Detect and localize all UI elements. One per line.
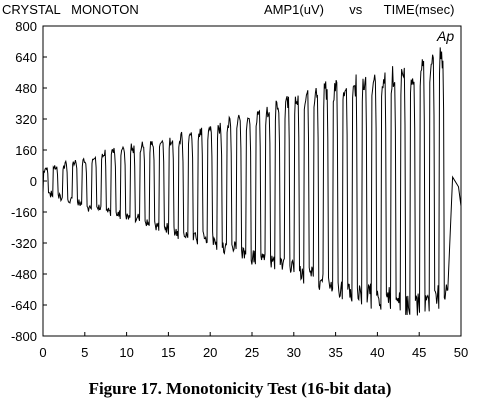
x-tick-label: 15 — [161, 345, 175, 360]
y-tick-label: 800 — [15, 19, 37, 34]
x-tick-label: 40 — [370, 345, 384, 360]
y-tick-label: -160 — [11, 205, 37, 220]
y-tick-label: -640 — [11, 298, 37, 313]
y-tick-label: 640 — [15, 50, 37, 65]
y-tick-label: -320 — [11, 236, 37, 251]
series-line-amp1 — [42, 47, 462, 316]
x-tick-label: 20 — [203, 345, 217, 360]
x-tick-label: 35 — [328, 345, 342, 360]
x-tick-label: 45 — [412, 345, 426, 360]
chart-annotation: Ap — [436, 28, 454, 44]
x-tick-label: 10 — [119, 345, 133, 360]
x-tick-label: 0 — [39, 345, 46, 360]
x-tick-label: 30 — [287, 345, 301, 360]
y-tick-label: -800 — [11, 329, 37, 344]
y-axis-ticks: 800 640 480 320 160 0 -160 -320 -480 -640 -800 — [11, 19, 47, 344]
y-tick-label: 160 — [15, 143, 37, 158]
monotonicity-chart: 800 640 480 320 160 0 -160 -320 -480 -640 -800 0 5 1… — [11, 19, 468, 360]
figure-caption: Figure 17. Monotonicity Test (16-bit dat… — [88, 379, 392, 398]
x-tick-label: 50 — [454, 345, 468, 360]
y-tick-label: 0 — [30, 174, 37, 189]
y-tick-label: -480 — [11, 267, 37, 282]
x-tick-label: 5 — [81, 345, 88, 360]
x-tick-label: 25 — [245, 345, 259, 360]
y-tick-label: 480 — [15, 81, 37, 96]
chart-header-left: CRYSTAL MONOTON — [2, 2, 139, 17]
x-axis-ticks: 0 5 10 15 20 25 30 35 40 45 50 — [39, 332, 468, 360]
chart-header-right: AMP1(uV) vs TIME(msec) — [264, 2, 455, 17]
y-tick-label: 320 — [15, 112, 37, 127]
